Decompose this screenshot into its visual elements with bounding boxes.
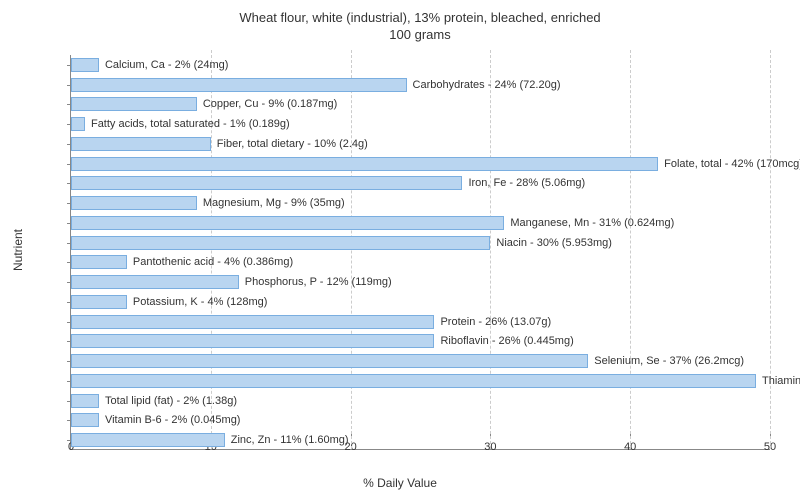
bar-label: Magnesium, Mg - 9% (35mg) bbox=[197, 196, 345, 210]
bar-label: Pantothenic acid - 4% (0.386mg) bbox=[127, 255, 293, 269]
bar-label: Copper, Cu - 9% (0.187mg) bbox=[197, 97, 338, 111]
chart-title: Wheat flour, white (industrial), 13% pro… bbox=[60, 10, 780, 44]
y-axis-label: Nutrient bbox=[11, 229, 25, 271]
bar-label: Manganese, Mn - 31% (0.624mg) bbox=[504, 216, 674, 230]
bar-label: Protein - 26% (13.07g) bbox=[434, 315, 551, 329]
bar bbox=[71, 117, 85, 131]
bar-label: Total lipid (fat) - 2% (1.38g) bbox=[99, 394, 237, 408]
bar bbox=[71, 196, 197, 210]
plot-area: 01020304050 Calcium, Ca - 2% (24mg)Carbo… bbox=[70, 55, 770, 450]
bar bbox=[71, 413, 99, 427]
bar bbox=[71, 78, 407, 92]
bar-label: Iron, Fe - 28% (5.06mg) bbox=[462, 176, 585, 190]
bar-label: Niacin - 30% (5.953mg) bbox=[490, 236, 612, 250]
bar-label: Riboflavin - 26% (0.445mg) bbox=[434, 334, 573, 348]
bar-label: Fiber, total dietary - 10% (2.4g) bbox=[211, 137, 368, 151]
bar-label: Carbohydrates - 24% (72.20g) bbox=[407, 78, 561, 92]
bar bbox=[71, 315, 434, 329]
chart-container: Wheat flour, white (industrial), 13% pro… bbox=[0, 0, 800, 500]
bar-label: Potassium, K - 4% (128mg) bbox=[127, 295, 268, 309]
bar bbox=[71, 354, 588, 368]
bar-label: Phosphorus, P - 12% (119mg) bbox=[239, 275, 392, 289]
bar bbox=[71, 433, 225, 447]
x-axis-label: % Daily Value bbox=[363, 476, 437, 490]
title-line-1: Wheat flour, white (industrial), 13% pro… bbox=[239, 10, 600, 25]
grid-line bbox=[770, 50, 771, 449]
bar bbox=[71, 157, 658, 171]
bar-label: Zinc, Zn - 11% (1.60mg) bbox=[225, 433, 349, 447]
bar-label: Vitamin B-6 - 2% (0.045mg) bbox=[99, 413, 241, 427]
bar bbox=[71, 275, 239, 289]
bar-label: Fatty acids, total saturated - 1% (0.189… bbox=[85, 117, 290, 131]
bar bbox=[71, 374, 756, 388]
bar-label: Selenium, Se - 37% (26.2mcg) bbox=[588, 354, 744, 368]
bar-label: Folate, total - 42% (170mcg) bbox=[658, 157, 800, 171]
bar bbox=[71, 216, 504, 230]
bar bbox=[71, 176, 462, 190]
bar bbox=[71, 394, 99, 408]
bar-label: Calcium, Ca - 2% (24mg) bbox=[99, 58, 228, 72]
bar bbox=[71, 236, 490, 250]
bar-label: Thiamin - 49% (0.736mg) bbox=[756, 374, 800, 388]
bar bbox=[71, 255, 127, 269]
bar bbox=[71, 97, 197, 111]
bar bbox=[71, 295, 127, 309]
bar bbox=[71, 137, 211, 151]
title-line-2: 100 grams bbox=[389, 27, 450, 42]
bar bbox=[71, 58, 99, 72]
bar bbox=[71, 334, 434, 348]
grid-line bbox=[630, 50, 631, 449]
